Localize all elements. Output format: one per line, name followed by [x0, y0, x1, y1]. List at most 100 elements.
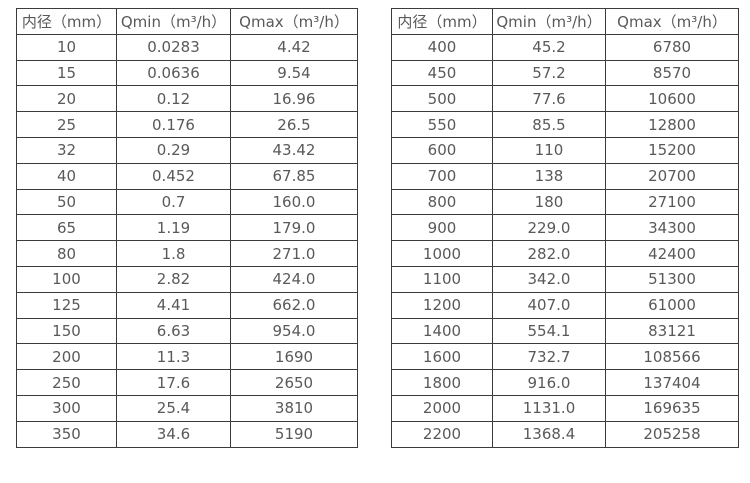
column-header-qmax: Qmax（m³/h） [605, 8, 739, 35]
table-row: 300 25.4 3810 [16, 394, 358, 422]
table-cell-qmin: 554.1 [492, 317, 606, 345]
table-cell-qmin: 180 [492, 188, 606, 216]
table-cell-qmin: 34.6 [116, 420, 231, 448]
table-cell-qmin: 57.2 [492, 59, 606, 87]
table-cell-diameter: 32 [16, 136, 117, 164]
table-row: 20 0.12 16.96 [16, 85, 358, 113]
table-row: 1000 282.0 42400 [391, 240, 739, 267]
table-row: 1600 732.7 108566 [391, 343, 739, 371]
table-cell-qmax: 271.0 [230, 240, 358, 267]
table-row: 150 6.63 954.0 [16, 317, 358, 345]
table-cell-qmax: 83121 [605, 317, 739, 345]
table-cell-qmax: 27100 [605, 188, 739, 216]
table-cell-qmin: 229.0 [492, 214, 606, 242]
table-cell-qmin: 45.2 [492, 33, 606, 61]
table-cell-qmin: 2.82 [116, 265, 231, 293]
table-cell-qmax: 3810 [230, 394, 358, 422]
table-cell-diameter: 400 [391, 33, 493, 61]
table-cell-qmin: 407.0 [492, 291, 606, 319]
table-cell-diameter: 350 [16, 420, 117, 448]
table-cell-qmax: 34300 [605, 214, 739, 242]
table-row: 100 2.82 424.0 [16, 265, 358, 293]
table-row: 900 229.0 34300 [391, 214, 739, 242]
table-cell-qmin: 138 [492, 162, 606, 190]
table-cell-qmax: 954.0 [230, 317, 358, 345]
table-cell-diameter: 125 [16, 291, 117, 319]
table-cell-qmin: 1.8 [116, 240, 231, 267]
table-cell-diameter: 200 [16, 343, 117, 371]
table-row: 80 1.8 271.0 [16, 240, 358, 267]
table-cell-qmax: 662.0 [230, 291, 358, 319]
table-cell-qmax: 43.42 [230, 136, 358, 164]
table-cell-diameter: 80 [16, 240, 117, 267]
table-row: 1800 916.0 137404 [391, 369, 739, 396]
table-cell-qmax: 67.85 [230, 162, 358, 190]
table-cell-diameter: 500 [391, 85, 493, 113]
table-row: 32 0.29 43.42 [16, 136, 358, 164]
table-cell-qmax: 12800 [605, 111, 739, 138]
table-cell-diameter: 1800 [391, 369, 493, 396]
table-row: 1100 342.0 51300 [391, 265, 739, 293]
table-cell-qmax: 4.42 [230, 33, 358, 61]
table-row: 350 34.6 5190 [16, 420, 358, 448]
table-cell-qmin: 11.3 [116, 343, 231, 371]
table-cell-diameter: 1100 [391, 265, 493, 293]
table-cell-diameter: 550 [391, 111, 493, 138]
table-row: 800 180 27100 [391, 188, 739, 216]
table-row: 15 0.0636 9.54 [16, 59, 358, 87]
table-cell-qmin: 0.0283 [116, 33, 231, 61]
table-cell-diameter: 2200 [391, 420, 493, 448]
table-cell-diameter: 700 [391, 162, 493, 190]
table-cell-diameter: 800 [391, 188, 493, 216]
table-cell-diameter: 50 [16, 188, 117, 216]
table-cell-qmin: 17.6 [116, 369, 231, 396]
flow-range-table-large-diameters: 内径（mm） Qmin（m³/h） Qmax（m³/h） 400 45.2 6780 45… [391, 8, 739, 448]
table-cell-qmin: 0.0636 [116, 59, 231, 87]
table-cell-qmin: 85.5 [492, 111, 606, 138]
table-row: 500 77.6 10600 [391, 85, 739, 113]
table-cell-qmax: 5190 [230, 420, 358, 448]
table-row: 50 0.7 160.0 [16, 188, 358, 216]
table-row: 125 4.41 662.0 [16, 291, 358, 319]
table-row: 200 11.3 1690 [16, 343, 358, 371]
table-cell-qmax: 205258 [605, 420, 739, 448]
table-cell-qmin: 732.7 [492, 343, 606, 371]
table-cell-diameter: 1000 [391, 240, 493, 267]
table-row: 1200 407.0 61000 [391, 291, 739, 319]
table-cell-qmax: 9.54 [230, 59, 358, 87]
column-header-qmax: Qmax（m³/h） [230, 8, 358, 35]
table-cell-diameter: 2000 [391, 394, 493, 422]
table-cell-diameter: 1200 [391, 291, 493, 319]
header-row: 内径（mm） Qmin（m³/h） Qmax（m³/h） [391, 8, 739, 35]
table-cell-qmax: 108566 [605, 343, 739, 371]
table-cell-qmax: 10600 [605, 85, 739, 113]
table-cell-qmax: 1690 [230, 343, 358, 371]
table-row: 450 57.2 8570 [391, 59, 739, 87]
table-row: 40 0.452 67.85 [16, 162, 358, 190]
table-row: 65 1.19 179.0 [16, 214, 358, 242]
table-cell-qmax: 8570 [605, 59, 739, 87]
column-header-diameter: 内径（mm） [391, 8, 493, 35]
header-row: 内径（mm） Qmin（m³/h） Qmax（m³/h） [16, 8, 358, 35]
table-cell-qmax: 160.0 [230, 188, 358, 216]
table-row: 1400 554.1 83121 [391, 317, 739, 345]
table-cell-qmin: 6.63 [116, 317, 231, 345]
table-cell-qmax: 2650 [230, 369, 358, 396]
column-header-qmin: Qmin（m³/h） [116, 8, 231, 35]
table-cell-qmin: 1368.4 [492, 420, 606, 448]
table-cell-qmax: 42400 [605, 240, 739, 267]
table-cell-diameter: 600 [391, 136, 493, 164]
table-cell-diameter: 25 [16, 111, 117, 138]
table-cell-diameter: 65 [16, 214, 117, 242]
table-cell-qmin: 110 [492, 136, 606, 164]
table-row: 10 0.0283 4.42 [16, 33, 358, 61]
table-cell-qmax: 51300 [605, 265, 739, 293]
table-row: 250 17.6 2650 [16, 369, 358, 396]
table-cell-qmin: 0.176 [116, 111, 231, 138]
table-cell-qmin: 0.12 [116, 85, 231, 113]
table-cell-qmin: 4.41 [116, 291, 231, 319]
table-cell-qmin: 0.29 [116, 136, 231, 164]
table-cell-diameter: 15 [16, 59, 117, 87]
flow-range-tables-container: 内径（mm） Qmin（m³/h） Qmax（m³/h） 10 0.0283 4.42 1… [16, 8, 739, 448]
table-cell-diameter: 300 [16, 394, 117, 422]
